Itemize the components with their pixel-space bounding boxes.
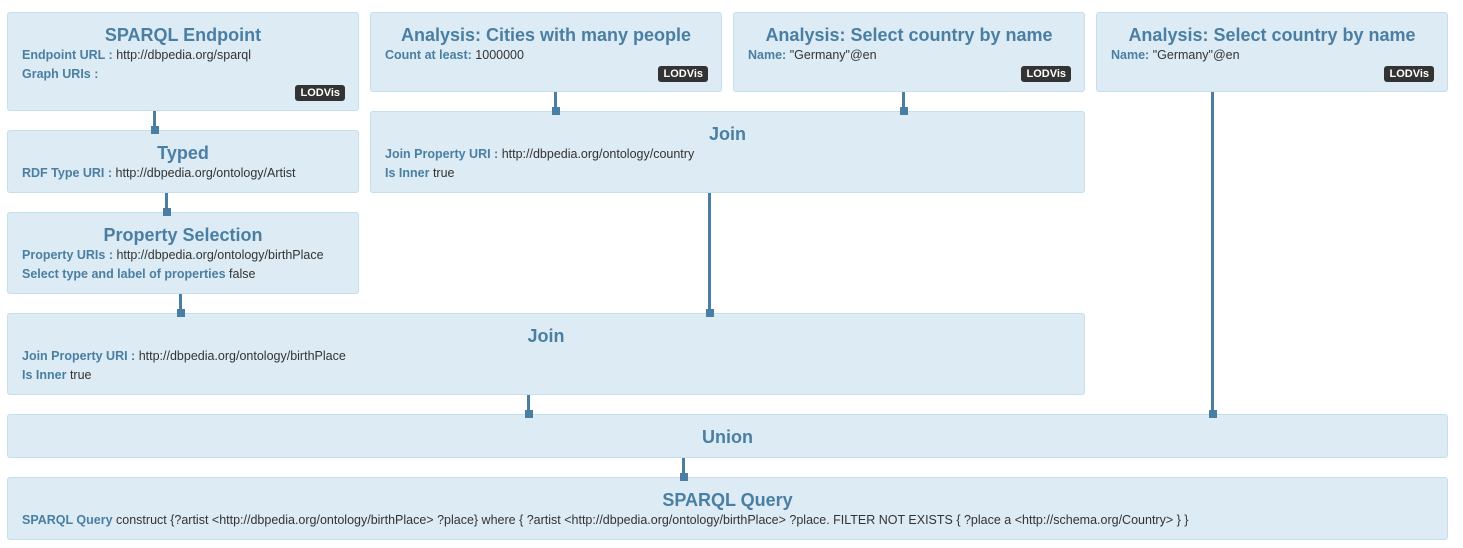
prop-value: http://dbpedia.org/ontology/country: [501, 147, 695, 161]
name-prop: Name: "Germany"@en: [734, 46, 1084, 65]
prop-value: http://dbpedia.org/sparql: [116, 48, 252, 62]
property-selection-node[interactable]: Property Selection Property URIs : http:…: [7, 212, 359, 294]
prop-value: false: [229, 267, 256, 281]
prop-label: Select type and label of properties: [22, 267, 226, 281]
is-inner-prop: Is Inner true: [8, 366, 1084, 385]
connector-union-query: [682, 458, 685, 477]
join-node-bottom[interactable]: Join Join Property URI : http://dbpedia.…: [7, 313, 1085, 395]
prop-value: "Germany"@en: [789, 48, 877, 62]
join-property-prop: Join Property URI : http://dbpedia.org/o…: [8, 347, 1084, 366]
prop-label: Join Property URI :: [385, 147, 499, 161]
node-title: Property Selection: [103, 225, 263, 245]
join-property-prop: Join Property URI : http://dbpedia.org/o…: [371, 145, 1084, 164]
prop-value: true: [432, 166, 455, 180]
lodvis-badge[interactable]: LODVis: [295, 85, 345, 101]
prop-value: http://dbpedia.org/ontology/birthPlace: [138, 349, 346, 363]
union-node[interactable]: Union: [7, 414, 1448, 458]
node-title: SPARQL Query: [662, 490, 793, 510]
node-title: Join: [708, 124, 746, 144]
sparql-endpoint-node[interactable]: SPARQL Endpoint Endpoint URL : http://db…: [7, 12, 359, 111]
connector-cap: [525, 410, 533, 418]
join-node-top[interactable]: Join Join Property URI : http://dbpedia.…: [370, 111, 1085, 193]
connector-property-join: [179, 294, 182, 313]
connector-cap: [552, 107, 560, 115]
prop-label: RDF Type URI :: [22, 166, 113, 180]
connector-cap: [177, 309, 185, 317]
is-inner-prop: Is Inner true: [371, 164, 1084, 183]
endpoint-url-prop: Endpoint URL : http://dbpedia.org/sparql: [8, 46, 358, 65]
prop-value: "Germany"@en: [1152, 48, 1240, 62]
node-title: Typed: [157, 143, 209, 163]
connector-endpoint-typed: [153, 111, 156, 130]
node-title: Union: [702, 427, 753, 447]
prop-value: construct {?artist <http://dbpedia.org/o…: [116, 513, 1189, 527]
connector-cap: [706, 309, 714, 317]
connector-typed-property: [165, 193, 168, 212]
analysis-cities-node[interactable]: Analysis: Cities with many people Count …: [370, 12, 722, 92]
analysis-country-node-1[interactable]: Analysis: Select country by name Name: "…: [733, 12, 1085, 92]
connector-join-union: [527, 395, 530, 414]
connector-country-join: [902, 92, 905, 111]
node-title: Analysis: Select country by name: [1128, 25, 1416, 45]
name-prop: Name: "Germany"@en: [1097, 46, 1447, 65]
prop-value: http://dbpedia.org/ontology/birthPlace: [116, 248, 324, 262]
prop-value: http://dbpedia.org/ontology/Artist: [115, 166, 296, 180]
sparql-query-prop: SPARQL Query construct {?artist <http://…: [8, 511, 1447, 530]
analysis-country-node-2[interactable]: Analysis: Select country by name Name: "…: [1096, 12, 1448, 92]
connector-cap: [163, 208, 171, 216]
connector-cities-join: [554, 92, 557, 111]
prop-label: Join Property URI :: [22, 349, 136, 363]
lodvis-badge[interactable]: LODVis: [1384, 66, 1434, 82]
select-type-prop: Select type and label of properties fals…: [8, 265, 358, 284]
node-title: SPARQL Endpoint: [104, 25, 262, 45]
prop-value: true: [69, 368, 92, 382]
lodvis-badge[interactable]: LODVis: [1021, 66, 1071, 82]
lodvis-badge[interactable]: LODVis: [658, 66, 708, 82]
prop-label: Property URIs :: [22, 248, 113, 262]
prop-label: Endpoint URL :: [22, 48, 113, 62]
prop-label: Is Inner: [22, 368, 67, 382]
connector-cap: [151, 126, 159, 134]
connector-country2-union: [1211, 92, 1214, 414]
prop-label: Graph URIs :: [22, 67, 99, 81]
property-uris-prop: Property URIs : http://dbpedia.org/ontol…: [8, 246, 358, 265]
connector-jointop-joinbottom: [708, 193, 711, 313]
prop-label: Count at least:: [385, 48, 472, 62]
count-prop: Count at least: 1000000: [371, 46, 721, 65]
node-title: Analysis: Select country by name: [765, 25, 1053, 45]
rdf-type-prop: RDF Type URI : http://dbpedia.org/ontolo…: [8, 164, 358, 183]
connector-cap: [1209, 410, 1217, 418]
graph-uris-prop: Graph URIs :: [8, 65, 358, 84]
prop-label: SPARQL Query: [22, 513, 113, 527]
connector-cap: [900, 107, 908, 115]
sparql-query-node[interactable]: SPARQL Query SPARQL Query construct {?ar…: [7, 477, 1448, 540]
node-title: Analysis: Cities with many people: [400, 25, 692, 45]
node-title: Join: [527, 326, 565, 346]
typed-node[interactable]: Typed RDF Type URI : http://dbpedia.org/…: [7, 130, 359, 193]
connector-cap: [680, 473, 688, 481]
prop-label: Name:: [1111, 48, 1150, 62]
prop-label: Name:: [748, 48, 787, 62]
prop-value: 1000000: [475, 48, 524, 62]
prop-label: Is Inner: [385, 166, 430, 180]
